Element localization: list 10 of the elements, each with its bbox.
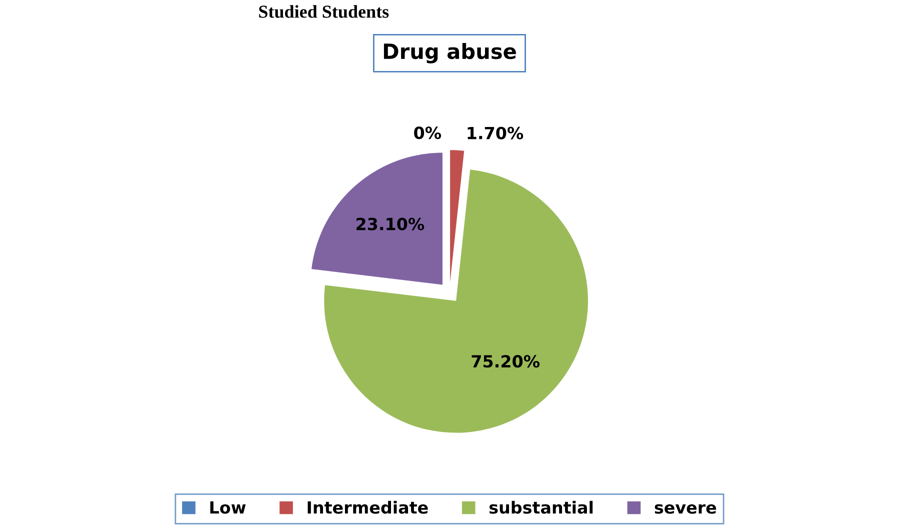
- text: Studied Students: [259, 5, 389, 18]
- legend-label: substantial: [489, 500, 593, 514]
- data-label: 75.20%: [472, 355, 540, 368]
- legend-label: severe: [654, 504, 716, 514]
- text: 0%: [414, 126, 442, 140]
- legend-label: Intermediate: [308, 500, 428, 514]
- chart-title: Drug abuse: [384, 43, 516, 64]
- legend-label: Low: [210, 501, 246, 514]
- data-label: 1.70%: [468, 126, 524, 140]
- data-label: 23.10%: [356, 218, 424, 230]
